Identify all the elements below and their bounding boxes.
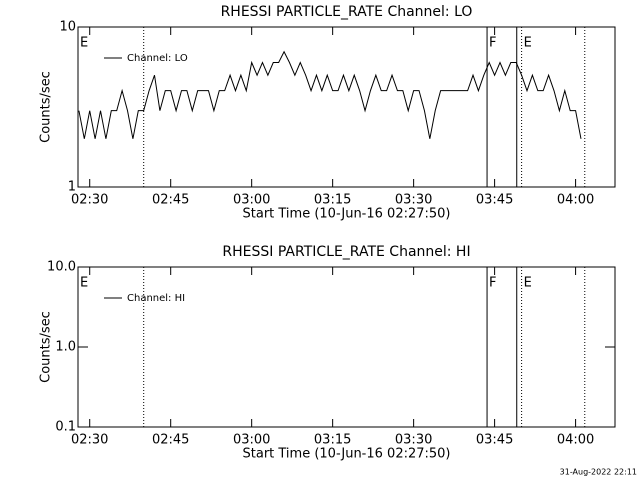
- y-tick-label: 0.1: [55, 420, 76, 435]
- data-line: [78, 50, 582, 139]
- x-tick-label: 03:00: [233, 193, 270, 208]
- x-tick-label: 03:45: [476, 193, 513, 208]
- flag-label: E: [80, 36, 88, 51]
- x-tick-label: 02:45: [152, 193, 189, 208]
- flag-label: F: [489, 36, 496, 51]
- x-tick-label: 02:45: [152, 433, 189, 448]
- plot-frame: [77, 26, 616, 188]
- x-tick-label: 04:00: [557, 193, 594, 208]
- x-tick-label: 03:45: [476, 433, 513, 448]
- x-tick-label: 02:30: [71, 193, 108, 208]
- x-tick-label: 03:30: [395, 433, 432, 448]
- x-axis-label: Start Time (10-Jun-16 02:27:50): [243, 207, 451, 222]
- flag-label: E: [524, 276, 532, 291]
- x-tick-label: 03:30: [395, 193, 432, 208]
- y-axis-label: Counts/sec: [39, 71, 54, 143]
- flag-label: E: [524, 36, 532, 51]
- x-tick-label: 04:00: [557, 433, 594, 448]
- y-tick-label: 10: [59, 20, 76, 35]
- chart-title: RHESSI PARTICLE_RATE Channel: HI: [222, 244, 470, 260]
- flag-label: E: [80, 276, 88, 291]
- y-axis-label: Counts/sec: [39, 311, 54, 383]
- footer-timestamp: 31-Aug-2022 22:11: [560, 468, 637, 477]
- legend-label: Channel: LO: [127, 53, 188, 64]
- x-axis-label: Start Time (10-Jun-16 02:27:50): [243, 447, 451, 462]
- flag-label: F: [489, 276, 496, 291]
- chart-title: RHESSI PARTICLE_RATE Channel: LO: [221, 4, 473, 20]
- y-tick-label: 1.0: [55, 340, 76, 355]
- x-tick-label: 03:15: [314, 193, 351, 208]
- x-tick-label: 03:15: [314, 433, 351, 448]
- x-tick-label: 03:00: [233, 433, 270, 448]
- y-tick-label: 10.0: [47, 260, 76, 275]
- legend-label: Channel: HI: [127, 293, 185, 304]
- x-tick-label: 02:30: [71, 433, 108, 448]
- y-tick-label: 1: [68, 180, 76, 195]
